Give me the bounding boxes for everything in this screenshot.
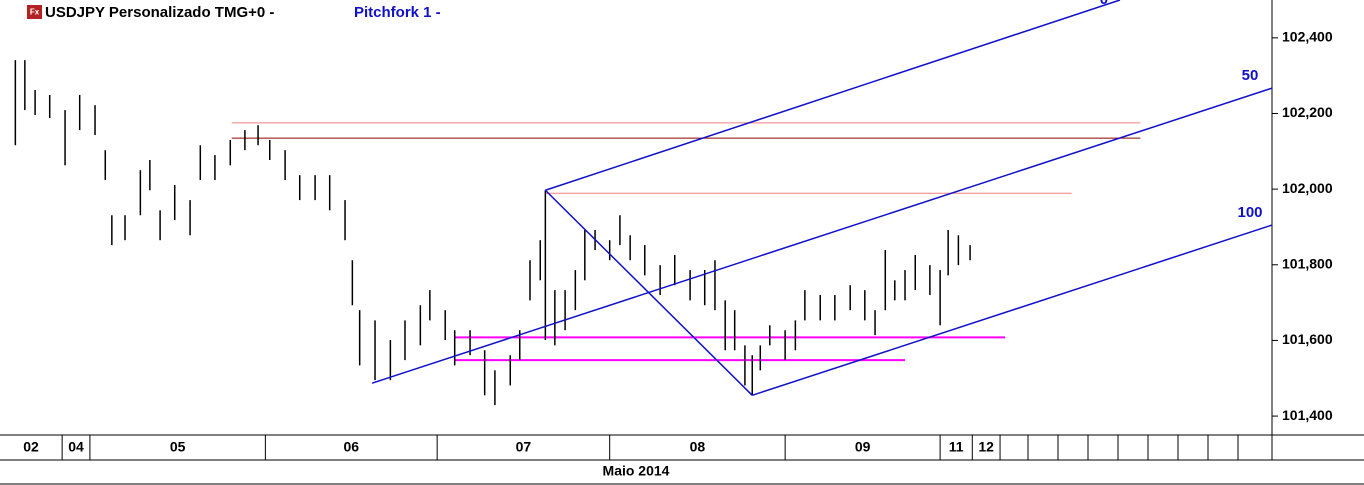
- empty-sections: [1027, 435, 1239, 460]
- day-label: 06: [343, 439, 359, 455]
- month-label: Maio 2014: [603, 463, 670, 479]
- y-tick-label: 102,200: [1282, 104, 1333, 120]
- y-tick-label: 101,600: [1282, 331, 1333, 347]
- pitchfork-line: [752, 224, 1273, 396]
- day-label: 05: [170, 439, 186, 455]
- pitchfork-label: 100: [1237, 204, 1262, 221]
- icon-text: Fx: [30, 8, 40, 17]
- pitchfork-line: [545, 0, 1121, 191]
- y-tick-label: 101,800: [1282, 255, 1333, 271]
- pitchfork-line: [371, 87, 1273, 384]
- study-title[interactable]: Pitchfork 1 -: [354, 4, 441, 21]
- symbol-icon: [27, 5, 42, 19]
- y-tick-label: 102,400: [1282, 29, 1333, 45]
- day-label: 02: [23, 439, 39, 455]
- day-label: 07: [516, 439, 532, 455]
- y-tick-label: 101,400: [1282, 407, 1333, 423]
- pitchfork-label: 50: [1242, 67, 1259, 84]
- day-label: 12: [978, 439, 994, 455]
- day-label: 08: [690, 439, 706, 455]
- day-label: 11: [949, 439, 964, 455]
- y-tick-label: 102,000: [1282, 180, 1333, 196]
- day-label: 04: [68, 439, 84, 455]
- pitchfork-label: 0: [1100, 0, 1108, 8]
- day-label: 09: [855, 439, 871, 455]
- chart-title[interactable]: USDJPY Personalizado TMG+0 -: [45, 4, 274, 21]
